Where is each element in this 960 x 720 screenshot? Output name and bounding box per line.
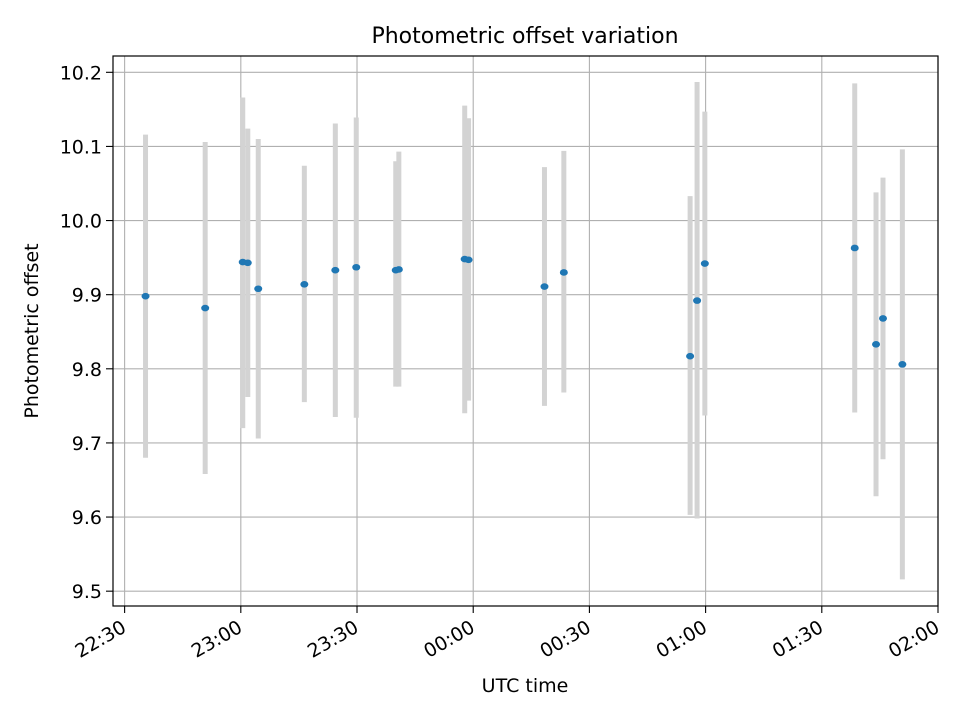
data-point (693, 297, 702, 304)
x-axis-label: UTC time (482, 675, 569, 697)
data-points (141, 244, 907, 368)
plot-frame (112, 55, 939, 607)
y-tick-label: 9.9 (72, 285, 102, 307)
y-tick-label: 10.0 (60, 211, 102, 233)
y-tick-label: 9.8 (72, 359, 102, 381)
data-point (686, 352, 695, 360)
data-point (394, 266, 403, 273)
data-point (243, 259, 252, 267)
data-point (201, 304, 210, 312)
y-tick-label: 10.1 (60, 136, 102, 158)
y-tick-label: 9.6 (72, 507, 102, 529)
data-point (331, 266, 340, 274)
y-axis-label: Photometric offset (21, 243, 43, 418)
data-point (559, 269, 568, 276)
y-tick-label: 9.7 (72, 433, 102, 455)
data-point (254, 285, 263, 293)
data-point (700, 260, 709, 267)
data-point (898, 361, 907, 368)
y-tick-label: 9.5 (72, 581, 102, 603)
data-point (872, 341, 881, 348)
y-axis-ticks: 9.5 9.6 9.7 9.8 9.9 10.0 10.1 10.2 (60, 62, 113, 603)
data-point (464, 256, 473, 264)
chart-title: Photometric offset variation (371, 24, 678, 49)
data-point (352, 263, 361, 271)
data-point (879, 315, 887, 322)
data-point (300, 281, 309, 288)
y-tick-label: 10.2 (60, 62, 102, 84)
data-point (141, 292, 150, 300)
data-point (540, 283, 549, 290)
data-point (850, 244, 859, 252)
